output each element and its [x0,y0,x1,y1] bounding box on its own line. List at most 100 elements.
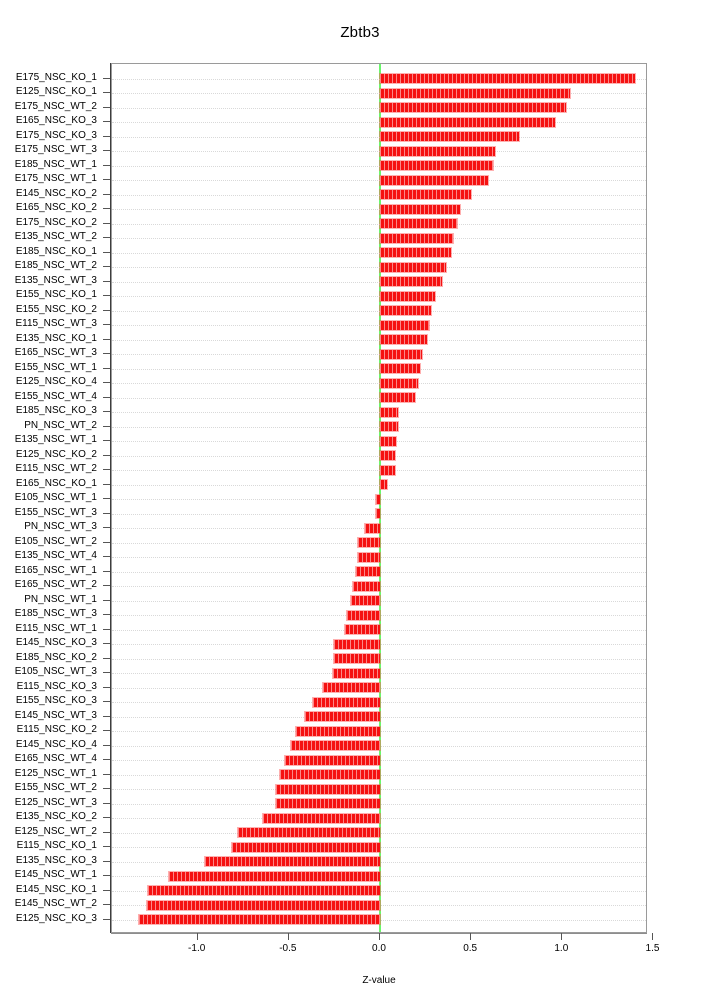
bar[interactable] [365,523,380,533]
y-tick-label: E115_NSC_WT_2 [15,463,97,474]
bar[interactable] [380,480,388,489]
bar[interactable] [380,175,488,185]
y-tick-mark [103,687,111,688]
gridline [112,383,646,384]
y-tick-mark [103,658,111,659]
bar[interactable] [380,451,395,460]
y-tick-label: E145_NSC_KO_3 [15,637,97,648]
bar[interactable] [380,88,570,98]
y-tick-mark [103,846,111,847]
bar[interactable] [380,117,556,127]
gridline [112,354,646,355]
bar[interactable] [296,726,380,736]
y-tick-mark [103,803,111,804]
bar[interactable] [237,828,380,837]
y-tick-label: E145_NSC_KO_4 [15,738,97,750]
gridline [112,325,646,326]
y-tick-label: E155_NSC_WT_4 [14,390,97,402]
gridline [112,166,646,167]
bar[interactable] [358,552,380,562]
bar[interactable] [380,378,419,388]
y-tick-mark [103,527,111,528]
y-tick-label: E165_NSC_WT_4 [14,753,97,764]
bar[interactable] [380,465,395,475]
bar[interactable] [380,219,457,228]
bar[interactable] [380,291,435,301]
bar[interactable] [376,509,380,518]
bar[interactable] [148,886,380,895]
bar[interactable] [380,277,442,286]
bar[interactable] [312,697,380,707]
bar[interactable] [305,712,380,721]
y-tick-label: E135_NSC_KO_3 [15,854,97,866]
bar[interactable] [276,784,380,794]
bar[interactable] [276,799,380,808]
bar[interactable] [232,842,380,852]
y-tick-mark [103,498,111,499]
y-tick-mark [103,440,111,441]
gridline [112,122,646,123]
bar[interactable] [380,248,452,257]
bar[interactable] [380,161,494,170]
bar[interactable] [380,393,415,402]
bar[interactable] [358,538,380,547]
bar[interactable] [380,74,636,83]
bar[interactable] [263,813,380,823]
bar[interactable] [323,683,380,692]
bar[interactable] [380,436,397,446]
bar[interactable] [334,654,380,663]
bar[interactable] [285,755,380,765]
gridline [112,456,646,457]
y-tick-mark [103,165,111,166]
y-tick-label: E125_NSC_KO_4 [15,376,97,387]
bar[interactable] [380,132,519,141]
bar[interactable] [380,262,446,272]
bar[interactable] [290,741,380,750]
y-axis-line [110,63,111,933]
bar[interactable] [380,146,495,156]
y-tick-mark [103,643,111,644]
bar[interactable] [380,204,461,214]
bar[interactable] [139,915,380,924]
bar[interactable] [380,233,453,243]
bar[interactable] [380,190,472,199]
bar[interactable] [345,625,380,634]
gridline [112,180,646,181]
x-tick-mark [470,933,472,940]
gridline [112,238,646,239]
bar[interactable] [352,581,380,591]
bar[interactable] [332,668,380,678]
bar[interactable] [168,871,380,881]
bar[interactable] [347,610,380,620]
y-tick-label: E175_NSC_KO_1 [15,71,97,83]
bar[interactable] [380,349,422,359]
bar[interactable] [380,407,399,417]
bar[interactable] [356,567,380,576]
bar[interactable] [376,494,380,504]
y-tick-mark [103,92,111,93]
bar[interactable] [380,306,432,315]
y-tick-label: E125_NSC_WT_1 [14,767,97,779]
y-tick-label: E175_NSC_WT_1 [14,173,97,184]
y-tick-label: PN_NSC_WT_1 [24,593,97,605]
x-tick-label: 0.0 [372,943,386,954]
bar[interactable] [380,364,421,373]
gridline [112,209,646,210]
bar[interactable] [279,770,380,779]
bar[interactable] [350,596,380,605]
plot-area [112,64,646,932]
bar[interactable] [334,639,380,649]
bar[interactable] [380,320,430,330]
gridline [112,311,646,312]
gridline [112,224,646,225]
bar[interactable] [146,900,380,910]
bar[interactable] [380,422,399,431]
bar[interactable] [204,857,380,866]
bar[interactable] [380,335,428,344]
y-tick-mark [103,701,111,702]
y-tick-label: E155_NSC_WT_1 [14,361,97,373]
bar[interactable] [380,103,566,112]
y-tick-label: E135_NSC_KO_1 [15,332,97,344]
y-tick-mark [103,484,111,485]
y-tick-mark [103,310,111,311]
